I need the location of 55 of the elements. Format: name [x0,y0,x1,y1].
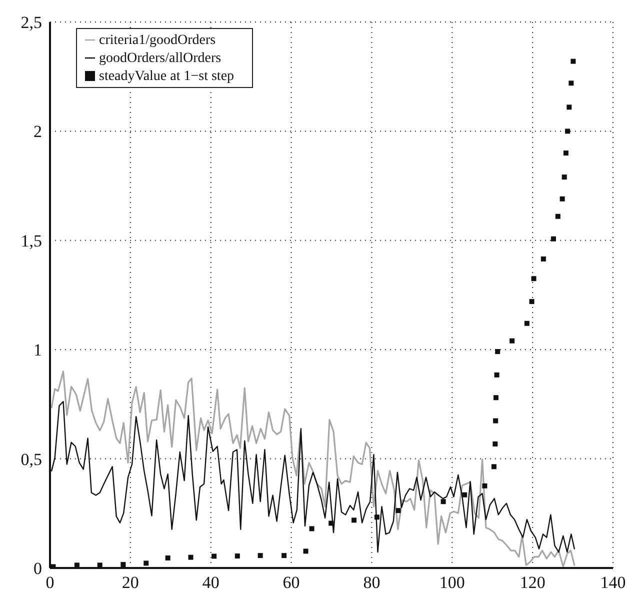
x-tick-label: 20 [122,573,139,592]
legend-label: criteria1/goodOrders [99,33,216,48]
x-tick-label: 100 [439,573,465,592]
point [566,104,572,110]
point [492,441,498,446]
y-tick-label: 1,5 [20,231,42,250]
point [282,553,287,558]
point [555,214,560,219]
point [531,276,536,282]
point [510,338,515,344]
x-tick-label: 140 [600,573,626,592]
legend-label: goodOrders/allOrders [99,51,222,66]
x-tick-label: 0 [46,573,54,592]
point [212,554,217,559]
point [303,548,308,554]
y-tick-label: 2,5 [20,13,42,32]
point [494,372,500,378]
point [540,256,546,262]
point [550,236,556,242]
point [493,395,498,400]
point [482,483,488,488]
point [562,174,567,180]
point [560,196,565,202]
point [144,560,149,566]
point [493,418,498,424]
x-tick-label: 80 [363,573,380,592]
point [309,526,314,532]
y-tick-label: 2 [34,122,42,142]
point [234,553,240,558]
x-tick-label: 40 [202,573,220,592]
point [440,499,446,504]
point [495,349,500,354]
point [396,508,401,514]
point [529,299,534,304]
point [568,80,574,86]
point [491,464,496,470]
line-series [50,370,576,568]
legend-label: steadyValue at 1−st step [99,69,234,84]
y-tick-label: 0,5 [20,450,42,469]
point [188,554,194,560]
point [462,492,468,498]
y-tick-label: 1 [34,340,42,360]
point [565,128,570,134]
point [352,518,357,523]
point [120,562,126,568]
point [328,520,334,526]
point [570,58,576,64]
point [374,514,380,520]
x-tick-label: 60 [282,573,300,592]
point [563,150,568,156]
x-tick-label: 120 [520,573,546,592]
point [258,553,263,558]
point [165,555,170,560]
point [524,320,530,326]
y-tick-label: 0 [34,559,42,578]
